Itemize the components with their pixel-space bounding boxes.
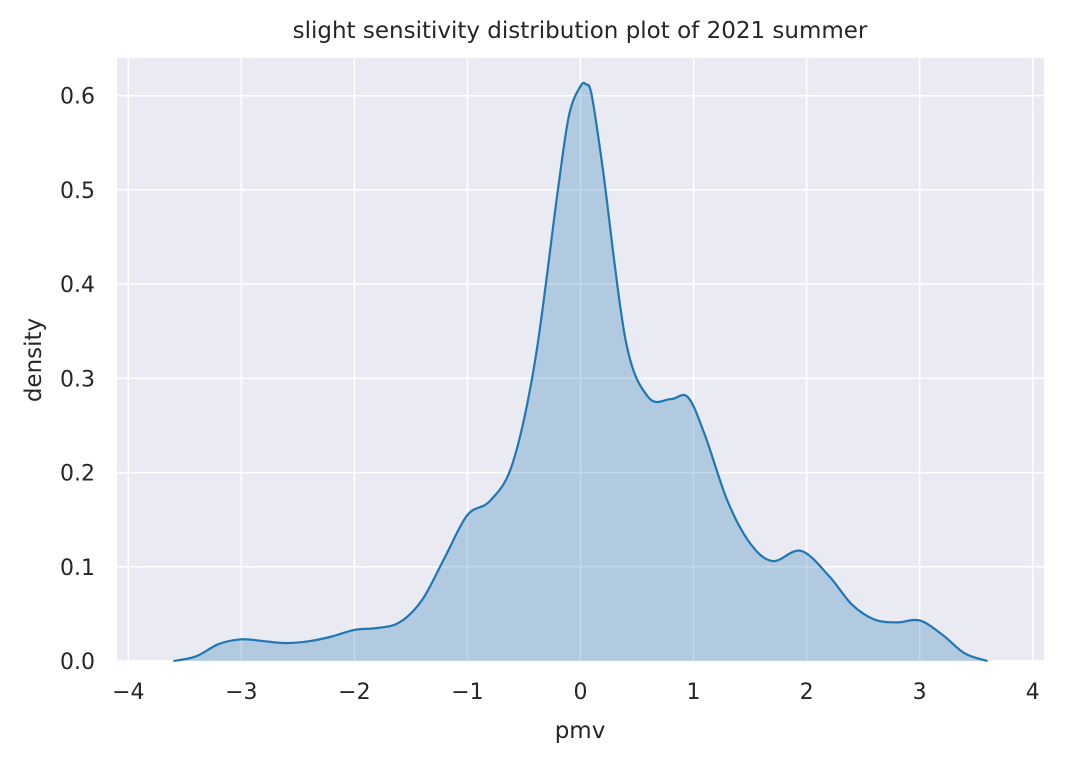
x-tick-label: 0 (574, 680, 588, 705)
y-tick-label: 0.1 (60, 556, 95, 581)
chart-title: slight sensitivity distribution plot of … (293, 18, 868, 44)
x-tick-label: −4 (112, 680, 144, 705)
x-tick-label: −1 (451, 680, 483, 705)
x-axis-ticks: −4 −3 −2 −1 0 1 2 3 4 (112, 680, 1040, 705)
y-tick-label: 0.3 (60, 367, 95, 392)
y-tick-label: 0.5 (60, 179, 95, 204)
x-tick-label: −3 (225, 680, 257, 705)
grid-lines (117, 58, 1044, 662)
x-tick-label: 3 (913, 680, 927, 705)
series-layer (173, 81, 988, 663)
y-tick-label: 0.2 (60, 462, 95, 487)
y-axis-ticks: 0.0 0.1 0.2 0.3 0.4 0.5 0.6 (60, 85, 95, 675)
density-area-fill (173, 82, 988, 662)
y-tick-label: 0.4 (60, 273, 95, 298)
x-axis-label: pmv (555, 718, 606, 744)
y-tick-label: 0.0 (60, 650, 95, 675)
x-tick-label: 4 (1026, 680, 1040, 705)
x-tick-label: 1 (687, 680, 701, 705)
y-tick-label: 0.6 (60, 85, 95, 110)
x-tick-label: −2 (338, 680, 370, 705)
x-tick-label: 2 (800, 680, 814, 705)
density-curve-line (173, 81, 988, 663)
y-axis-label: density (21, 318, 47, 402)
